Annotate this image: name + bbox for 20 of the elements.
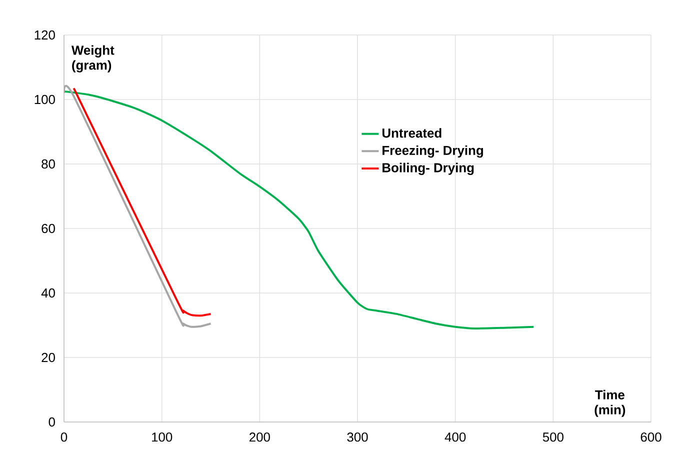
x-tick-label: 100 [152, 432, 172, 442]
legend-label: Boiling- Drying [382, 162, 474, 175]
x-tick-label: 200 [250, 432, 270, 442]
y-tick-label: 20 [42, 352, 55, 362]
legend-label: Freezing- Drying [382, 145, 483, 158]
y-axis-title: Weight (gram) [71, 45, 114, 72]
x-axis-title: Time (min) [594, 390, 626, 417]
y-tick-label: 80 [42, 159, 55, 169]
x-tick-label: 300 [347, 432, 368, 442]
y-tick-label: 120 [34, 30, 55, 40]
y-tick-label: 100 [34, 94, 55, 104]
y-tick-label: 60 [42, 224, 55, 234]
y-tick-label: 40 [41, 288, 55, 298]
x-tick-label: 500 [542, 432, 564, 442]
line-series [64, 90, 535, 330]
x-tick-label: 0 [60, 432, 68, 442]
x-tick-label: 600 [640, 432, 662, 442]
x-tick-label: 400 [444, 432, 466, 442]
y-tick-label: 0 [48, 417, 55, 427]
legend-label: Untreated [382, 128, 442, 138]
